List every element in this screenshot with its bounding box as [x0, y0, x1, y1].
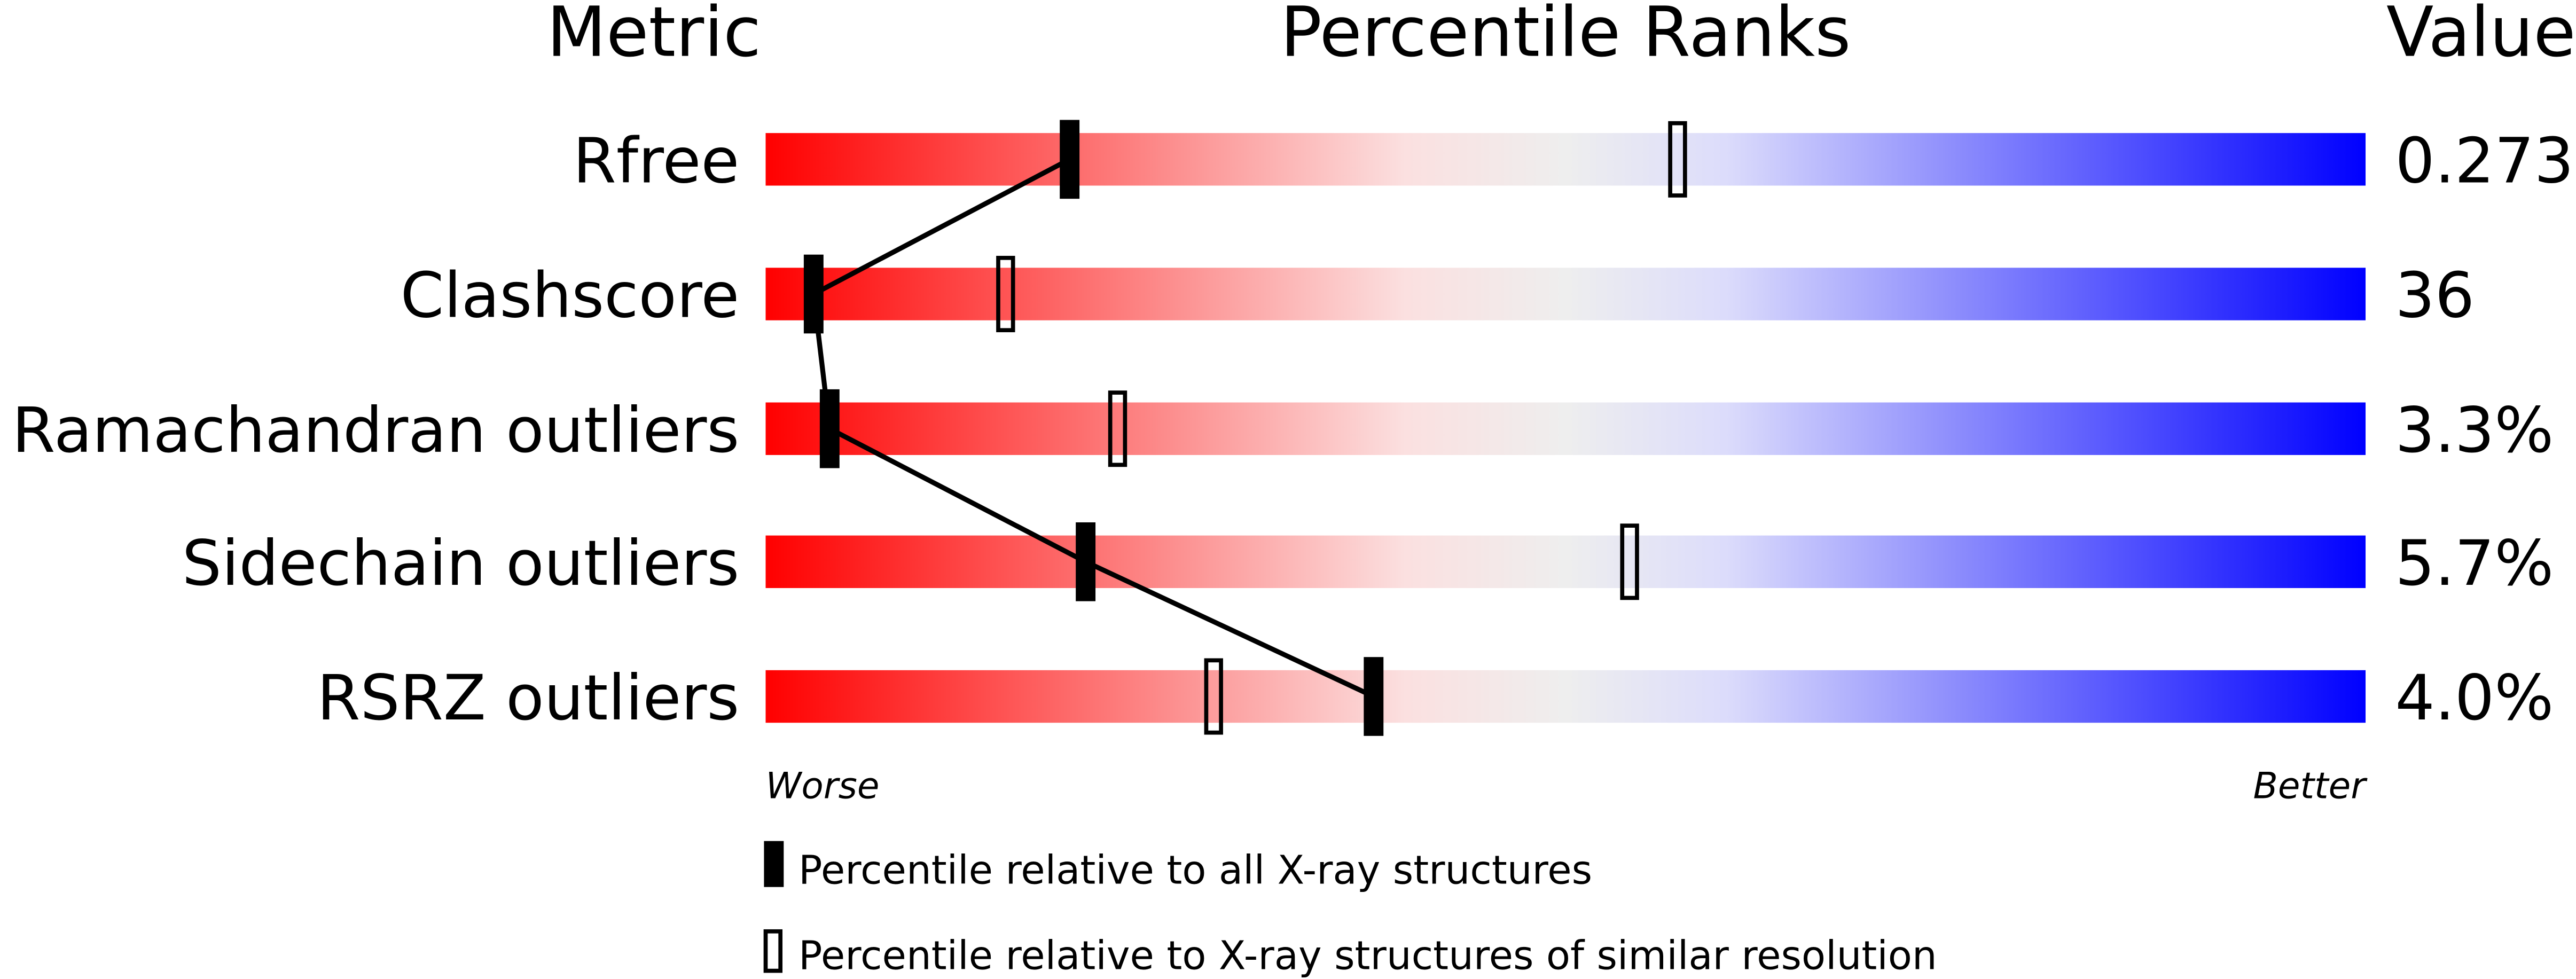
similar-resolution-marker — [1108, 390, 1128, 467]
similar-resolution-marker — [1668, 121, 1687, 198]
percentile-bar — [765, 133, 2366, 186]
axis-label-better: Better — [2253, 765, 2368, 807]
metric-label: Rfree — [573, 124, 740, 197]
metric-value: 36 — [2395, 260, 2475, 332]
percentile-bar — [765, 535, 2366, 589]
metric-label: Ramachandran outliers — [12, 394, 739, 467]
metric-value: 3.3% — [2395, 394, 2554, 467]
all-structures-marker — [819, 389, 840, 468]
all-structures-marker — [1060, 120, 1080, 199]
metric-label: Sidechain outliers — [182, 527, 739, 600]
legend-hollow-marker — [763, 929, 783, 973]
all-structures-marker — [803, 254, 824, 334]
metric-value: 5.7% — [2395, 527, 2554, 600]
similar-resolution-marker — [1204, 658, 1223, 735]
metric-value: 0.273 — [2395, 124, 2574, 197]
all-structures-marker — [1076, 522, 1096, 601]
similar-resolution-marker — [1620, 523, 1639, 600]
header-value: Value — [2386, 0, 2576, 73]
header-percentile-ranks: Percentile Ranks — [1280, 0, 1851, 73]
metric-label: Clashscore — [401, 260, 740, 332]
metric-label: RSRZ outliers — [317, 662, 739, 734]
metric-value: 4.0% — [2395, 662, 2554, 734]
legend-label-all: Percentile relative to all X-ray structu… — [798, 848, 1592, 894]
percentile-bar — [765, 268, 2366, 320]
percentile-bar — [765, 670, 2366, 723]
similar-resolution-marker — [996, 256, 1015, 333]
legend-label-similar: Percentile relative to X-ray structures … — [798, 933, 1937, 979]
header-metric: Metric — [547, 0, 762, 73]
all-structures-marker — [1364, 657, 1384, 736]
percentile-bar — [765, 402, 2366, 455]
legend-filled-marker — [764, 841, 784, 887]
axis-label-worse: Worse — [765, 765, 879, 807]
